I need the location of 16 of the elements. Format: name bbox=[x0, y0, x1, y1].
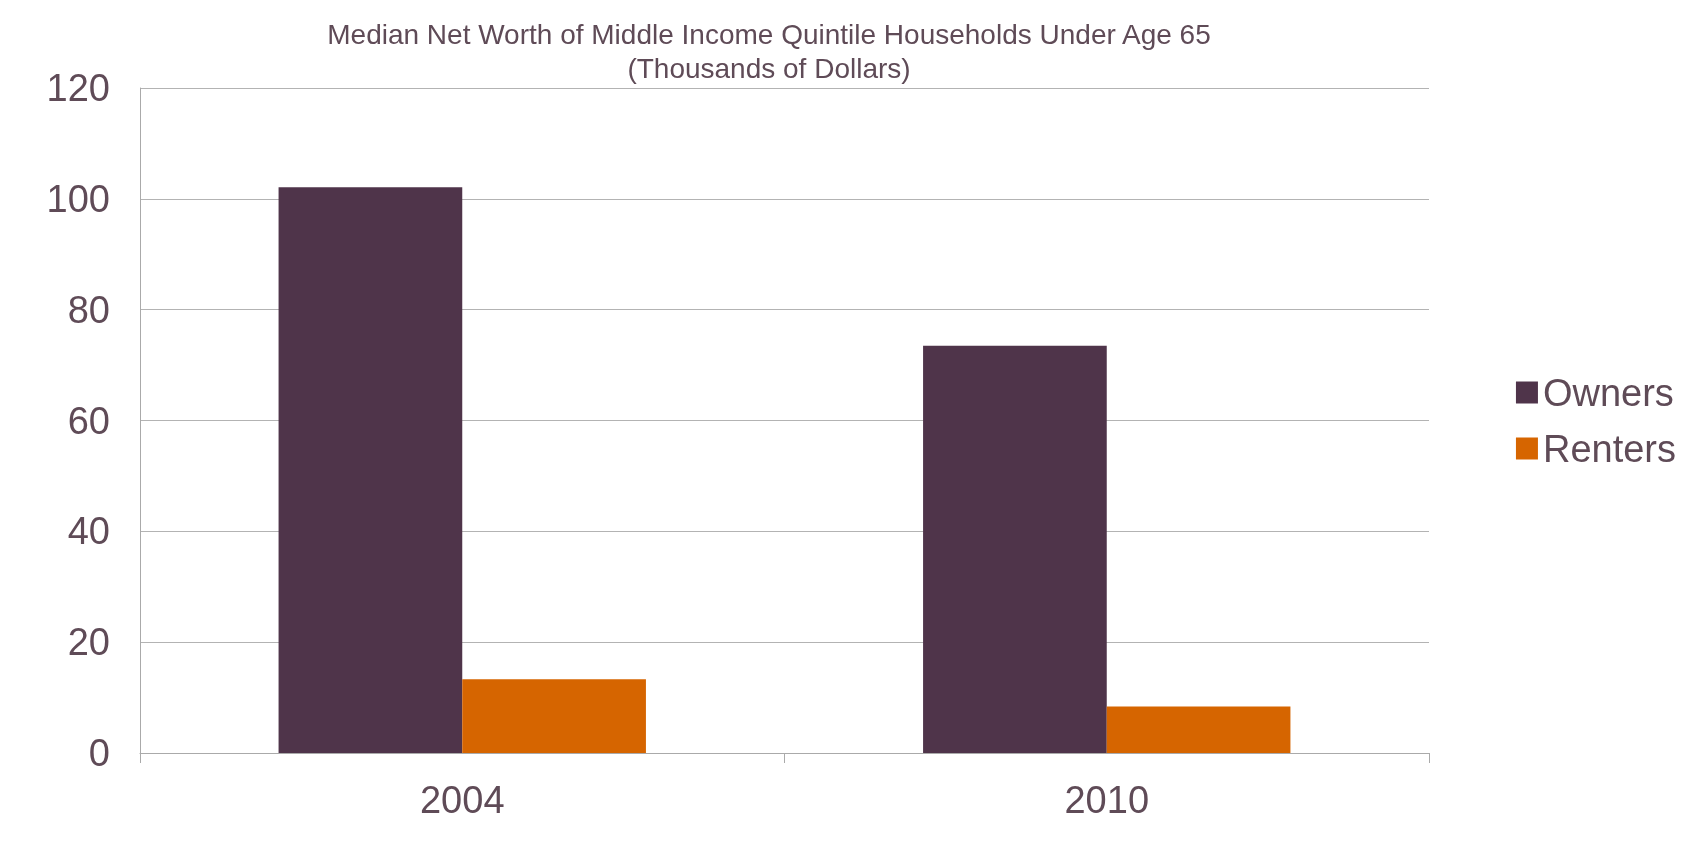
x-tick-label: 2004 bbox=[419, 779, 505, 821]
bar bbox=[278, 187, 463, 753]
y-tick-label: 0 bbox=[88, 732, 110, 774]
y-tick-label: 60 bbox=[67, 399, 110, 442]
y-tick-label: 20 bbox=[67, 621, 110, 664]
chart-title: Median Net Worth of Middle Income Quintile Households Under Age 65 (Thousands of Dollars) bbox=[327, 18, 1211, 84]
legend-label: Renters bbox=[1542, 427, 1677, 470]
bar bbox=[1106, 706, 1291, 753]
y-tick-label: 80 bbox=[67, 288, 110, 331]
y-tick-label: 100 bbox=[46, 177, 110, 220]
legend-label: Owners bbox=[1542, 371, 1674, 414]
x-tick-label: 2010 bbox=[1064, 779, 1150, 821]
y-tick-label: 120 bbox=[46, 67, 110, 109]
y-tick-label: 40 bbox=[67, 510, 110, 553]
bar bbox=[462, 679, 646, 753]
bar bbox=[923, 345, 1107, 753]
